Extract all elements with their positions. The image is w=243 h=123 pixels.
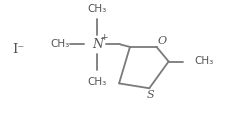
Text: CH₃: CH₃ bbox=[50, 39, 69, 49]
Text: O: O bbox=[158, 36, 167, 46]
Text: S: S bbox=[147, 90, 154, 100]
Text: CH₃: CH₃ bbox=[88, 4, 107, 14]
Text: CH₃: CH₃ bbox=[88, 77, 107, 87]
Text: CH₃: CH₃ bbox=[194, 56, 213, 66]
Text: +: + bbox=[100, 33, 107, 42]
Text: I⁻: I⁻ bbox=[13, 43, 25, 56]
Text: N: N bbox=[92, 38, 103, 51]
